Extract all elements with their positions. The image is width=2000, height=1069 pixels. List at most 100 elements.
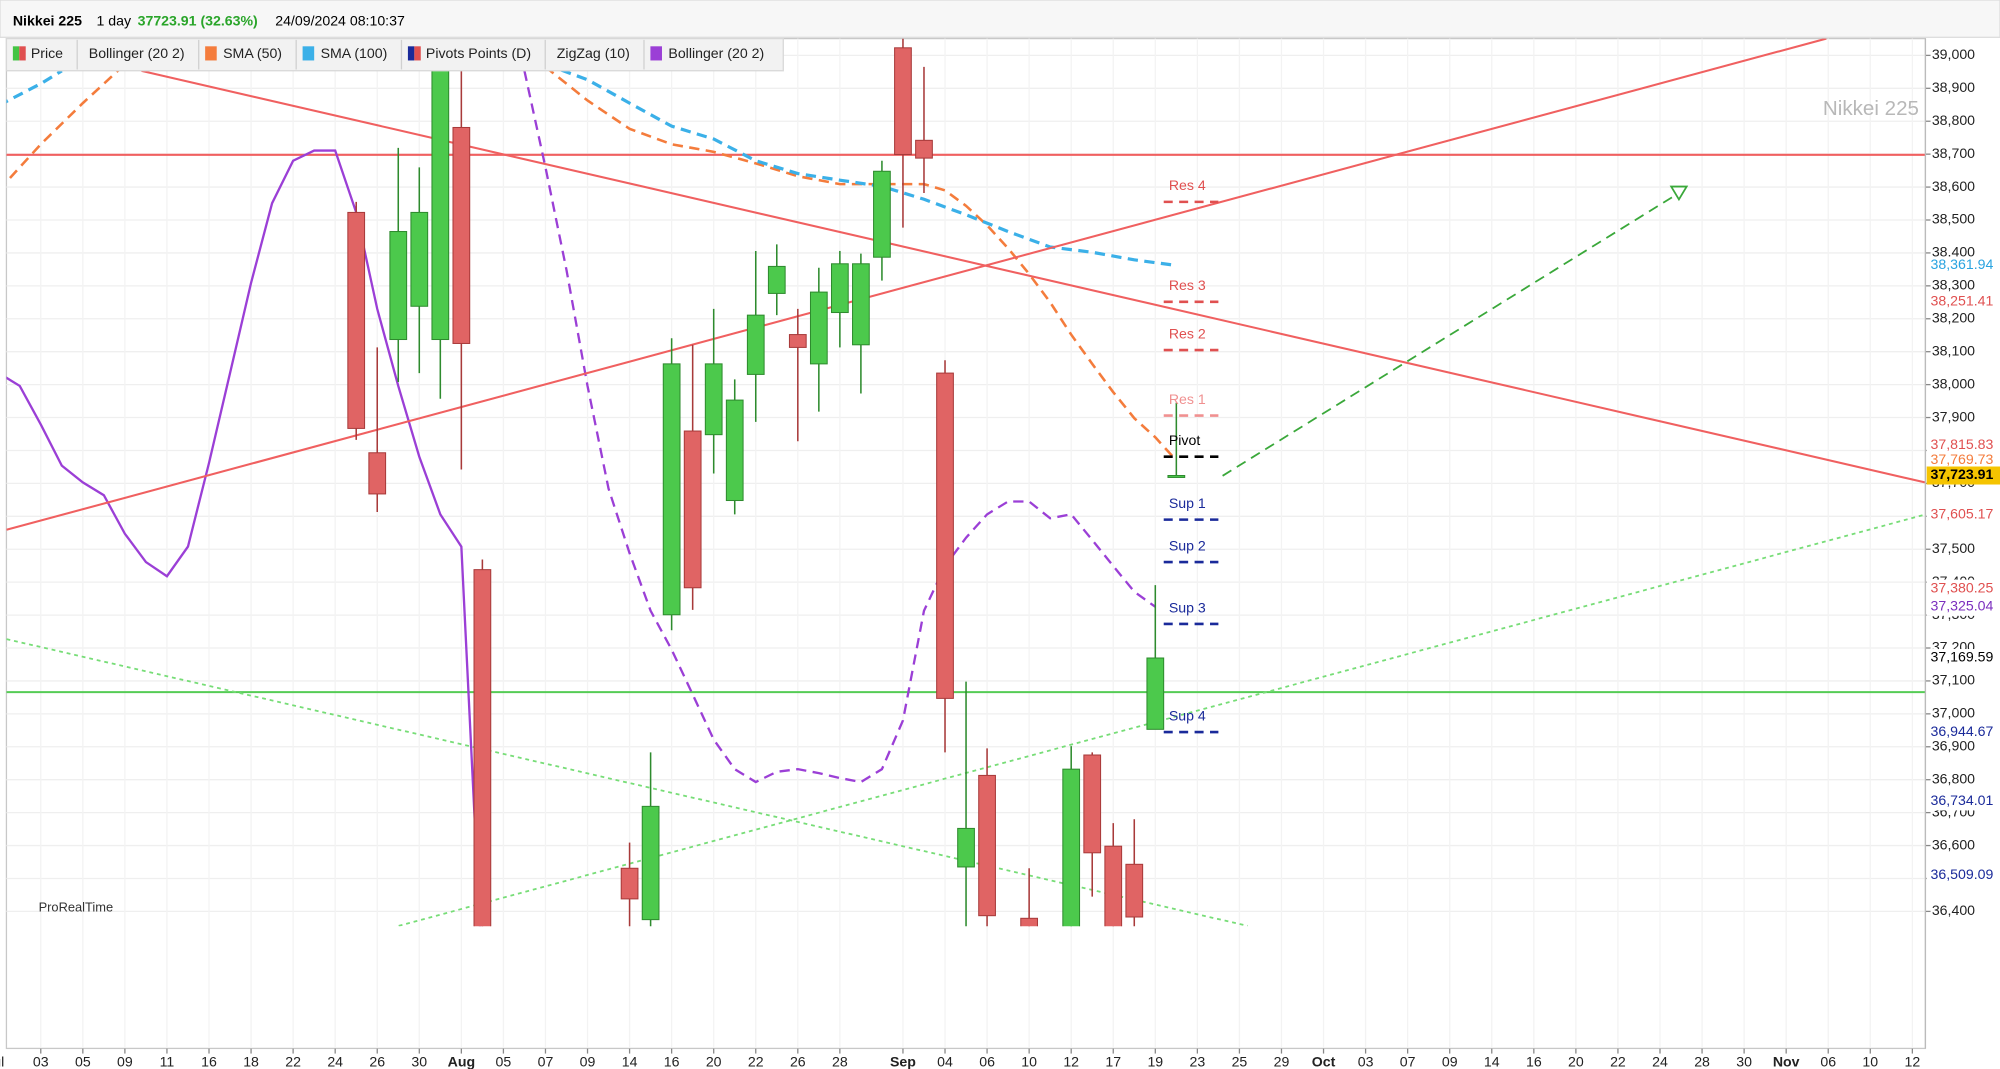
price-tag-label: 37,380.25 [1931,579,1994,595]
x-tick-label: 22 [285,1053,301,1069]
legend: Price Bollinger (20 2) SMA (50) SMA (100) Pi… [12,39,764,70]
x-tick-label: 25 [1232,1053,1248,1069]
x-tick-label: Aug [448,1053,475,1069]
x-tick-label: 06 [1820,1053,1836,1069]
candle-body [1083,754,1102,854]
x-tick-label: 03 [33,1053,49,1069]
price-tag [1926,866,2000,885]
x-tick-label: 04 [937,1053,953,1069]
legend-swatch [407,46,415,61]
x-tick-label: 09 [117,1053,133,1069]
candle-body [1146,657,1165,730]
legend-label: SMA (100) [321,45,388,61]
price-tag [1926,597,2000,616]
x-tick-label: 05 [496,1053,512,1069]
x-tick-label: 06 [979,1053,995,1069]
candle-body [452,126,471,344]
pivot-label: Pivot [1169,432,1200,448]
y-tick-label: 38,800 [1932,112,1975,128]
price-tag-label: 36,944.67 [1931,723,1994,739]
price-tag-label: 37,769.73 [1931,451,1994,467]
y-tick-label: 38,500 [1932,211,1975,227]
x-tick-label: 11 [160,1053,175,1069]
candle-body [767,265,786,294]
y-tick-label: 36,900 [1932,738,1975,754]
pivot-label: Res 4 [1169,177,1206,193]
candle-body [978,774,996,917]
x-tick-label: 28 [1694,1053,1710,1069]
candle-body [1104,845,1123,927]
x-tick-label: 12 [1063,1053,1079,1069]
candle-body [1062,768,1081,927]
axes: 36,40036,50036,60036,70036,80036,90037,0… [0,38,2000,1069]
x-tick-label: 17 [1105,1053,1121,1069]
price-tag [1926,649,2000,668]
pivot-label: Res 3 [1169,277,1206,293]
y-tick-label: 38,400 [1932,244,1975,260]
x-tick-label: 18 [243,1053,259,1069]
candle-body [1020,917,1039,927]
x-tick-label: 12 [1904,1053,1920,1069]
interval: 1 day [96,13,131,29]
price-tag [1926,451,2000,470]
x-tick-label: 16 [664,1053,680,1069]
candle-body [473,569,492,927]
x-tick-label: 24 [1652,1053,1668,1069]
chart-title: Nikkei 225 [13,13,82,29]
x-tick-label: 07 [538,1053,554,1069]
price-tag [1926,466,2000,485]
x-tick-label: 10 [1021,1053,1037,1069]
x-tick-label: 23 [1190,1053,1206,1069]
candle-body [1167,475,1186,478]
indicator-line [6,38,1827,531]
y-tick-label: 38,900 [1932,79,1975,95]
price-tag-label: 37,815.83 [1931,436,1994,452]
price-change: 37723.91 (32.63%) [138,13,258,29]
pivot-label: Sup 1 [1169,495,1206,511]
y-tick-label: 39,000 [1932,46,1975,62]
projection-marker [1669,185,1689,202]
x-tick-label: 26 [369,1053,385,1069]
candle-body [389,231,408,341]
price-tag [1926,792,2000,811]
indicator-line [6,62,1177,268]
legend-swatch [12,46,20,61]
header-bar [0,0,2000,38]
indicator-line [1222,192,1680,477]
y-tick-label: 38,300 [1932,277,1975,293]
legend-swatch [205,46,217,61]
legend-label: Bollinger (20 2) [89,45,185,61]
candle-body [957,827,975,868]
x-tick-label: 30 [411,1053,427,1069]
y-tick-label: 37,500 [1932,540,1975,556]
indicator-line [6,63,1178,462]
candle-body [852,263,870,346]
price-tag-label: 36,734.01 [1931,792,1994,808]
legend-swatch [302,46,315,61]
candle-body [431,38,450,341]
price-tag-label: 37,605.17 [1931,505,1994,521]
candle-body [641,805,660,921]
watermark: Nikkei 225 [1823,97,1919,120]
x-tick-label: 28 [832,1053,848,1069]
legend-swatch [414,46,421,61]
legend-label: SMA (50) [223,45,282,61]
x-tick-label: 14 [622,1053,638,1069]
legend-label: ZigZag (10) [557,45,630,61]
price-tag [1926,723,2000,742]
price-tag-label: 36,509.09 [1931,866,1994,882]
y-tick-label: 38,100 [1932,342,1975,358]
price-tag [1926,256,2000,275]
datetime: 24/09/2024 08:10:37 [275,13,405,29]
y-tick-label: 37,100 [1932,672,1975,688]
x-tick-label: 05 [75,1053,91,1069]
x-tick-label: 16 [201,1053,217,1069]
y-tick-label: 36,800 [1932,770,1975,786]
pivot-label: Sup 3 [1169,599,1206,615]
price-tag-label: 37,169.59 [1931,649,1994,665]
x-tick-label: Sep [890,1053,916,1069]
legend-swatch [650,46,662,61]
y-tick-label: 37,900 [1932,408,1975,424]
